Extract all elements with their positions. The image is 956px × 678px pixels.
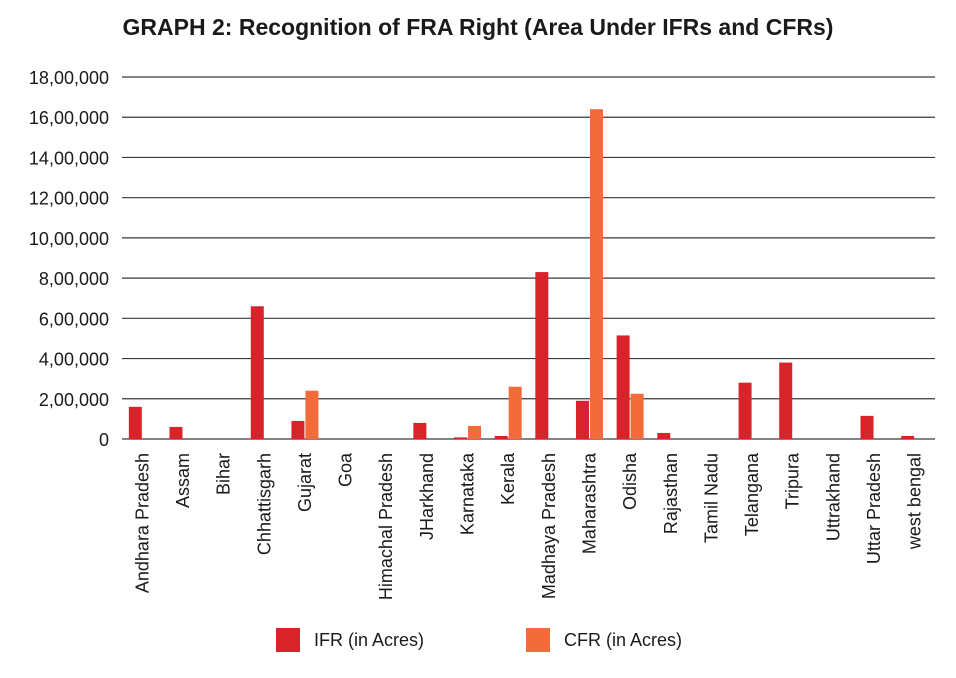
bar-ifr: [738, 382, 752, 439]
bar-ifr: [901, 435, 915, 439]
legend-item-cfr: CFR (in Acres): [526, 628, 682, 652]
x-tick-label: Rajasthan: [661, 453, 681, 534]
y-tick-label: 14,00,000: [29, 148, 109, 168]
y-tick-label: 6,00,000: [39, 309, 109, 329]
y-tick-label: 12,00,000: [29, 189, 109, 209]
x-tick-label: Karnataka: [458, 452, 478, 535]
y-tick-label: 16,00,000: [29, 108, 109, 128]
bar-ifr: [413, 422, 427, 439]
x-tick-label: Kerala: [498, 452, 518, 505]
x-tick-label: Odisha: [620, 452, 640, 510]
bar-ifr: [291, 420, 305, 439]
y-tick-label: 18,00,000: [29, 68, 109, 88]
bar-ifr: [779, 362, 793, 439]
bars: [128, 109, 915, 439]
bar-ifr: [860, 415, 874, 439]
x-tick-label: Madhaya Pradesh: [539, 453, 559, 599]
bar-ifr: [535, 272, 549, 439]
x-tick-label: Assam: [173, 453, 193, 508]
x-tick-label: Uttrakhand: [823, 453, 843, 541]
y-tick-label: 4,00,000: [39, 350, 109, 370]
legend-swatch-cfr: [526, 628, 550, 652]
y-tick-label: 10,00,000: [29, 229, 109, 249]
y-tick-label: 0: [99, 430, 109, 450]
bar-ifr: [616, 335, 630, 439]
bar-ifr: [250, 306, 264, 439]
x-tick-label: Uttar Pradesh: [864, 453, 884, 564]
legend-item-ifr: IFR (in Acres): [276, 628, 424, 652]
x-tick-label: JHarkhand: [417, 453, 437, 540]
bar-cfr: [305, 390, 319, 439]
y-tick-label: 2,00,000: [39, 390, 109, 410]
bar-cfr: [630, 393, 644, 439]
bar-ifr: [657, 432, 671, 439]
x-tick-label: west bengal: [905, 453, 925, 550]
bar-ifr: [169, 426, 183, 439]
bar-ifr: [575, 400, 589, 439]
x-tick-label: Telangana: [742, 452, 762, 536]
x-axis-tick-labels: Andhara Pradesh Assam Bihar Chhattisgarh Guj…: [132, 452, 924, 600]
x-tick-label: Chhattisgarh: [254, 453, 274, 555]
bar-cfr: [508, 386, 522, 439]
bar-ifr: [494, 435, 508, 439]
x-tick-label: Bihar: [214, 453, 234, 495]
x-tick-label: Maharashtra: [579, 452, 599, 554]
x-tick-label: Andhara Pradesh: [132, 453, 152, 593]
x-tick-label: Gujarat: [295, 453, 315, 512]
x-tick-label: Himachal Pradesh: [376, 453, 396, 600]
bar-ifr: [128, 406, 142, 439]
legend-label-cfr: CFR (in Acres): [564, 629, 683, 650]
legend-swatch-ifr: [276, 628, 300, 652]
bar-ifr: [454, 437, 468, 439]
x-tick-label: Goa: [336, 452, 356, 487]
x-tick-label: Tripura: [783, 452, 803, 509]
y-axis-tick-labels: 0 2,00,000 4,00,000 6,00,000 8,00,000 10,00,0…: [29, 68, 109, 450]
bar-cfr: [589, 109, 603, 439]
y-tick-label: 8,00,000: [39, 269, 109, 289]
bar-cfr: [468, 425, 482, 439]
gridlines: [122, 76, 935, 440]
chart-title: GRAPH 2: Recognition of FRA Right (Area …: [122, 14, 834, 40]
legend-label-ifr: IFR (in Acres): [314, 629, 425, 650]
x-tick-label: Tamil Nadu: [701, 453, 721, 543]
